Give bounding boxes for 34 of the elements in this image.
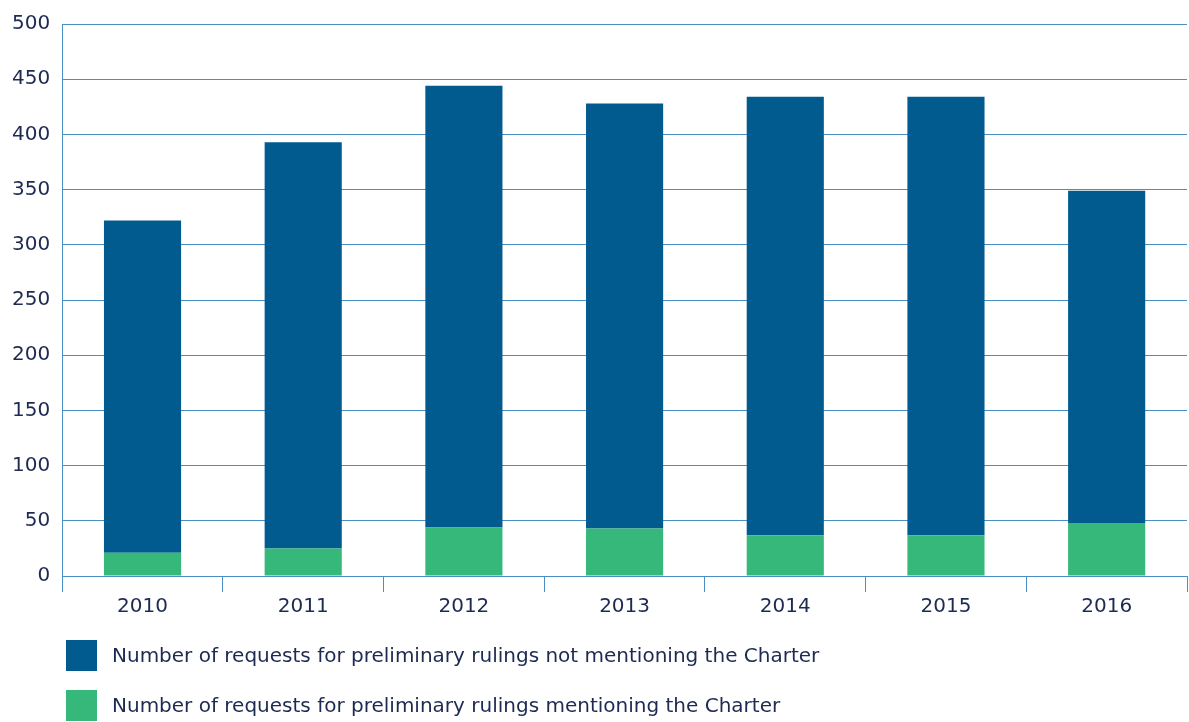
- x-tick-label: 2016: [1081, 593, 1133, 618]
- y-tick-label: 50: [24, 507, 51, 531]
- legend-label: Number of requests for preliminary rulings mentioning the Charter: [112, 693, 781, 717]
- x-tick-label: 2010: [117, 593, 168, 618]
- bar: [586, 103, 664, 529]
- bar: [907, 96, 985, 536]
- legend-label: Number of requests for preliminary rulings not mentioning the Charter: [112, 643, 820, 667]
- y-tick-label: 100: [11, 451, 51, 476]
- bar: [264, 548, 342, 576]
- bar: [907, 535, 985, 576]
- x-tick-label: 2015: [920, 593, 972, 618]
- bar: [746, 96, 824, 536]
- x-tick-label: 2012: [438, 593, 490, 618]
- y-tick-label: 200: [11, 341, 51, 366]
- bar: [425, 527, 503, 576]
- y-tick-label: 300: [11, 231, 51, 255]
- bar: [1068, 190, 1146, 524]
- y-tick-label: 150: [11, 396, 51, 421]
- y-tick-label: 250: [11, 286, 51, 311]
- x-tick-label: 2014: [759, 593, 811, 618]
- x-tick-label: 2011: [277, 593, 329, 618]
- bar: [264, 142, 342, 549]
- y-tick-label: 500: [11, 10, 51, 35]
- bar: [103, 552, 182, 576]
- x-tick-label: 2013: [599, 593, 651, 618]
- bar: [586, 528, 664, 576]
- bar: [103, 220, 182, 553]
- y-tick-label: 350: [11, 175, 51, 200]
- bar: [746, 535, 824, 576]
- y-tick-label: 450: [11, 65, 51, 90]
- bar: [1068, 523, 1146, 576]
- y-tick-label: 0: [37, 562, 51, 587]
- bar: [425, 85, 503, 528]
- y-tick-label: 400: [11, 120, 51, 145]
